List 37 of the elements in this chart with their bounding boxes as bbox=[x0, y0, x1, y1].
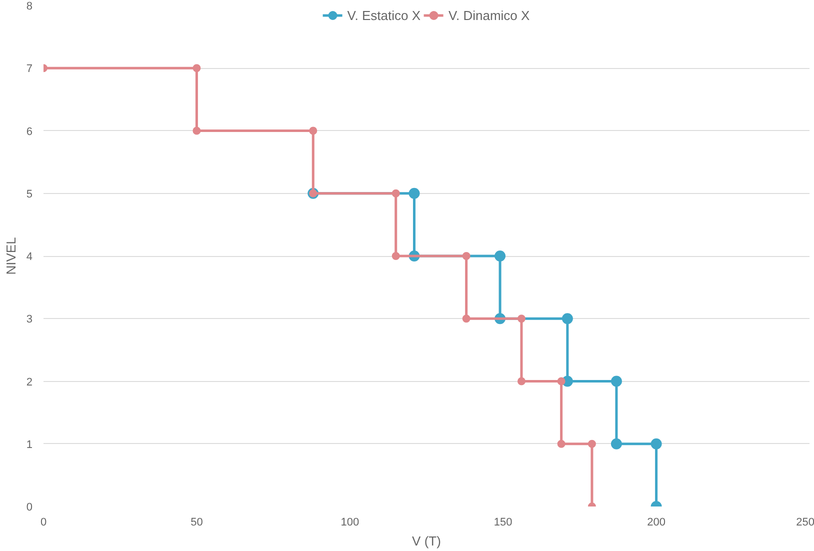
point bbox=[562, 313, 573, 324]
y-tick-label: 1 bbox=[26, 438, 33, 451]
y-tick-label: 4 bbox=[26, 251, 33, 263]
y-tick-label: 8 bbox=[26, 0, 33, 12]
point bbox=[517, 314, 526, 323]
y-tick-label: 7 bbox=[26, 63, 33, 76]
point bbox=[650, 438, 662, 450]
point bbox=[462, 314, 470, 323]
x-tick-label: 100 bbox=[340, 516, 360, 528]
y-tick-label: 2 bbox=[26, 376, 33, 388]
point bbox=[610, 438, 622, 450]
x-tick-label: 50 bbox=[190, 516, 203, 528]
x-tick-label: 250 bbox=[796, 516, 814, 528]
point bbox=[588, 440, 596, 448]
legend-label: V. Estatico X bbox=[347, 8, 421, 22]
point bbox=[408, 188, 420, 199]
point bbox=[309, 126, 318, 135]
point bbox=[517, 377, 526, 386]
point bbox=[462, 252, 470, 260]
y-tick-label: 5 bbox=[26, 188, 33, 200]
point bbox=[610, 376, 622, 387]
y-tick-label: 3 bbox=[26, 314, 33, 326]
x-tick-label: 150 bbox=[494, 516, 512, 528]
point bbox=[192, 64, 201, 72]
x-tick-label: 200 bbox=[647, 516, 666, 528]
y-tick-label: 6 bbox=[26, 126, 33, 138]
legend-label: V. Dinamico X bbox=[448, 8, 530, 22]
point bbox=[494, 250, 506, 262]
x-tick-label: 0 bbox=[40, 516, 47, 528]
y-axis-title: NIVEL bbox=[3, 237, 18, 275]
y-tick-label: 0 bbox=[26, 502, 33, 514]
x-axis-title: V (T) bbox=[412, 534, 441, 548]
point bbox=[392, 189, 400, 198]
point bbox=[557, 440, 566, 448]
point bbox=[557, 377, 566, 386]
point bbox=[192, 126, 201, 135]
point bbox=[392, 252, 400, 260]
